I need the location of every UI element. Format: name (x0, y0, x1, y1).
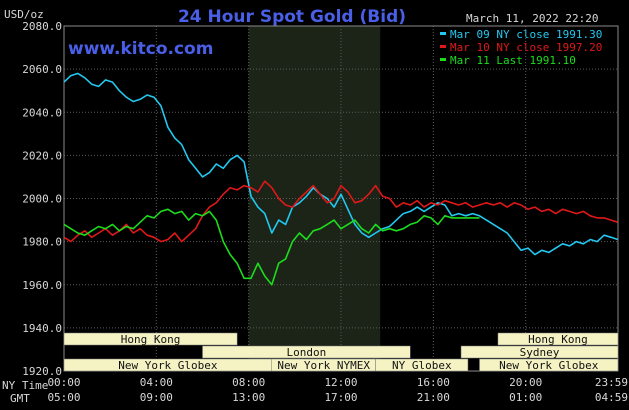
y-tick-label: 1960.0 (22, 279, 62, 292)
x-tick-label-ny: 00:00 (47, 376, 80, 389)
x-tick-label-gmt: 21:00 (417, 391, 450, 404)
session-bar (479, 358, 619, 372)
x-tick-label-ny: 04:00 (140, 376, 173, 389)
y-tick-label: 2040.0 (22, 106, 62, 119)
session-label: New York Globex (118, 359, 218, 372)
series-lines (63, 72, 619, 286)
x-tick-label-gmt: 05:00 (47, 391, 80, 404)
x-tick-label-gmt: 04:59 (595, 391, 628, 404)
session-label: London (287, 346, 327, 359)
legend-entry: Mar 10 NY close 1997.20 (450, 41, 602, 54)
session-label: Sydney (520, 346, 560, 359)
x-tick-label-ny: 12:00 (324, 376, 357, 389)
session-bar (202, 345, 411, 359)
legend-swatch (440, 32, 446, 35)
series-line (63, 180, 619, 243)
legend-entry: Mar 11 Last 1991.10 (450, 54, 576, 67)
session-bars: Hong Kong London New York Globex New York N… (63, 332, 619, 372)
y-tick-label: 1980.0 (22, 236, 62, 249)
session-bar (497, 332, 619, 346)
y-tick-label: 1920.0 (22, 365, 62, 378)
x-tick-label-gmt: 09:00 (140, 391, 173, 404)
x-tick-label-ny: 20:00 (509, 376, 542, 389)
site-watermark: www.kitco.com (68, 39, 213, 59)
ny-time-row-label: NY Time (2, 379, 48, 392)
session-label: New York Globex (499, 359, 599, 372)
y-tick-label: 2060.0 (22, 63, 62, 76)
legend-swatch (440, 58, 446, 61)
session-label: New York NYMEX (277, 359, 370, 372)
date-label: March 11, 2022 22:20 (466, 12, 598, 25)
chart-title: 24 Hour Spot Gold (Bid) (178, 7, 406, 27)
session-bar (460, 345, 619, 359)
x-tick-labels: 00:00 05:00 04:00 09:00 08:00 13:00 12:00 17:00… (47, 376, 628, 404)
session-label: Hong Kong (528, 333, 588, 346)
y-tick-label: 2080.0 (22, 20, 62, 33)
x-tick-label-gmt: 01:00 (509, 391, 542, 404)
session-bar (63, 332, 238, 346)
y-tick-label: 1940.0 (22, 322, 62, 335)
units-label: USD/oz (4, 8, 44, 21)
x-tick-label-ny: 08:00 (232, 376, 265, 389)
series-line (63, 208, 480, 286)
y-tick-label: 2000.0 (22, 193, 62, 206)
x-tick-label-ny: 16:00 (417, 376, 450, 389)
legend-entry: Mar 09 NY close 1991.30 (450, 28, 602, 41)
gmt-row-label: GMT (10, 392, 30, 405)
legend-swatch (440, 45, 446, 48)
y-tick-label: 2020.0 (22, 149, 62, 162)
x-tick-label-gmt: 17:00 (324, 391, 357, 404)
y-tick-labels: 2080.0 2060.0 2040.0 2020.0 2000.0 1980.0 1960… (22, 20, 62, 378)
x-tick-label-gmt: 13:00 (232, 391, 265, 404)
series-line (63, 72, 619, 256)
x-tick-label-ny: 23:59 (595, 376, 628, 389)
session-label: Hong Kong (121, 333, 181, 346)
session-label: NY Globex (392, 359, 452, 372)
session-bar (375, 358, 469, 372)
